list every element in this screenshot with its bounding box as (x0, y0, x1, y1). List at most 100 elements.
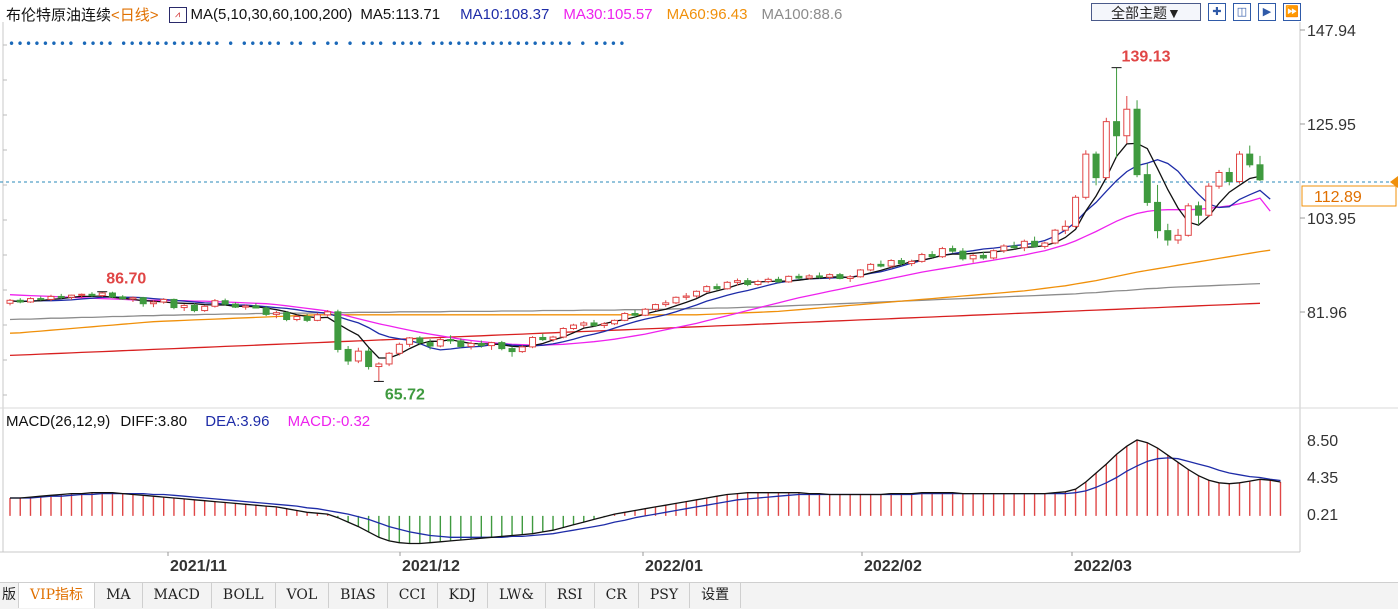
candle-body (621, 313, 629, 321)
candle-body (938, 248, 946, 258)
zoom-out-icon[interactable]: ◫ (1233, 3, 1251, 21)
candle-body (1000, 245, 1008, 252)
candle-body (242, 305, 250, 308)
tab-ma[interactable]: MA (95, 583, 143, 608)
candle-body (969, 254, 977, 260)
macd-dea-value: DEA:3.96 (205, 413, 270, 430)
candle-body (549, 336, 557, 341)
tab-kdj[interactable]: KDJ (438, 583, 488, 608)
candle-body (1010, 245, 1018, 249)
price-tick-label: 103.95 (1307, 211, 1356, 228)
candle-body (959, 250, 967, 260)
tab-lw&[interactable]: LW& (488, 583, 546, 608)
candle-body (846, 276, 854, 279)
candle-body (293, 316, 301, 321)
candle-body (1184, 205, 1192, 236)
ma10-value: MA10:108.37 (460, 6, 550, 23)
tab-psy[interactable]: PSY (639, 583, 691, 608)
tab-vip指标[interactable]: VIP指标 (19, 583, 96, 608)
ma-indicator-icon[interactable]: ⩘ (168, 6, 187, 23)
tab-cr[interactable]: CR (595, 583, 639, 608)
candle-body (201, 305, 209, 312)
candle-body (477, 342, 485, 347)
candle-body (703, 286, 711, 292)
candle-body (324, 311, 332, 316)
candle-body (682, 295, 690, 298)
candle-body (354, 350, 362, 362)
macd-diff-line (10, 439, 1281, 545)
time-tick-label: 2021/11 (170, 558, 227, 575)
time-tick-label: 2022/01 (645, 558, 703, 575)
macd-tick-label: 4.35 (1307, 470, 1338, 487)
ma5-value: MA5:113.71 (360, 6, 441, 23)
chart-svg: 147.94 125.95 103.95 81.96 8.50 4.35 0.21 2021/… (0, 22, 1398, 575)
play-icon[interactable]: ▶ (1258, 3, 1276, 21)
candle-body (1102, 121, 1110, 179)
period-selector[interactable]: <日线> (111, 7, 159, 24)
tab-macd[interactable]: MACD (143, 583, 212, 608)
candle-body (795, 275, 803, 279)
signal-dots: •••••••• •••• •••••••••••• • ••••• •• • … (8, 37, 627, 51)
candle-body (570, 324, 578, 329)
header-bar: 布伦特原油连续 <日线> ⩘ MA(5,10,30,60,100,200) MA… (6, 4, 856, 25)
candle-body (1225, 171, 1233, 182)
crosshair-icon[interactable]: ✚ (1208, 3, 1226, 21)
candle-body (518, 346, 526, 353)
candle-body (744, 280, 752, 285)
candle-body (928, 254, 936, 258)
time-tick-label: 2022/02 (864, 558, 922, 575)
candle-body (529, 336, 537, 348)
candle-body (139, 297, 147, 305)
candle-body (979, 254, 987, 259)
candle-body (1041, 242, 1049, 247)
ma200-line (9, 302, 1261, 357)
candle-body (457, 340, 465, 347)
candle-body (78, 293, 86, 296)
ma60-value: MA60:96.43 (666, 6, 748, 23)
candle-body (887, 260, 895, 267)
candle-body (815, 275, 823, 278)
tab-bias[interactable]: BIAS (329, 583, 388, 608)
candle-body (908, 260, 916, 265)
candle-body (877, 263, 885, 267)
candle-body (918, 254, 926, 262)
candles-layer (6, 67, 1264, 382)
candle-body (160, 298, 168, 303)
candle-body (713, 286, 721, 290)
candle-body (211, 300, 219, 307)
candle-body (406, 337, 414, 345)
tab-vol[interactable]: VOL (276, 583, 330, 608)
price-tick-label: 81.96 (1307, 305, 1347, 322)
tab-boll[interactable]: BOLL (212, 583, 276, 608)
candle-body (754, 280, 762, 285)
tab-设置[interactable]: 设置 (690, 583, 742, 608)
theme-dropdown-button[interactable]: 全部主题▼ (1091, 3, 1201, 21)
candle-body (1143, 174, 1151, 203)
symbol-name: 布伦特原油连续 (6, 7, 112, 24)
candle-body (334, 311, 342, 350)
candle-body (221, 300, 229, 305)
candle-body (426, 342, 434, 347)
candle-body (98, 292, 106, 297)
candle-body (395, 343, 403, 354)
tab-rsi[interactable]: RSI (546, 583, 595, 608)
macd-header: MACD(26,12,9) DIFF:3.80 DEA:3.96 MACD:-0… (6, 413, 380, 430)
candle-body (365, 350, 373, 368)
candle-body (180, 304, 188, 309)
candle-body (1123, 108, 1131, 137)
indicator-tabs: 版 VIP指标 MA MACD BOLL VOL BIAS CCI KDJ LW& RSI CR PSY… (0, 582, 1398, 609)
macd-tick-label: 0.21 (1307, 507, 1338, 524)
candle-body (1113, 121, 1121, 137)
candle-body (774, 278, 782, 283)
next-icon[interactable]: ⏩ (1283, 3, 1301, 21)
time-tick-label: 2022/03 (1074, 558, 1132, 575)
axes-layer: 147.94 125.95 103.95 81.96 8.50 4.35 0.21 2021/… (0, 22, 1398, 575)
tab-cci[interactable]: CCI (388, 583, 438, 608)
candle-body (990, 250, 998, 259)
tab-prev[interactable]: 版 (0, 583, 19, 608)
candle-body (508, 348, 516, 353)
candle-body (1256, 164, 1264, 181)
ma100-line (9, 282, 1261, 321)
candle-body (897, 260, 905, 265)
